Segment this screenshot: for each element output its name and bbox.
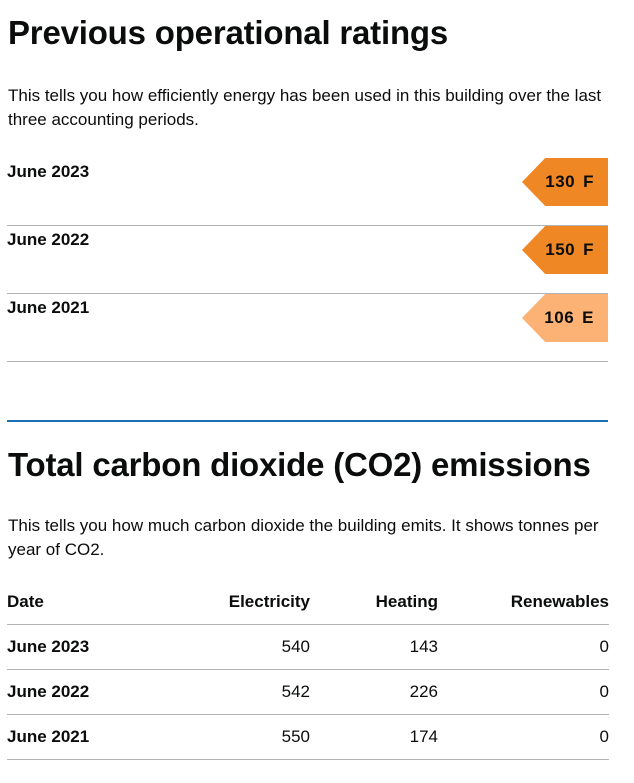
cell-heating: 226 bbox=[310, 669, 438, 715]
rating-row: June 2023 130 F bbox=[7, 158, 608, 226]
cell-renewables: 0 bbox=[438, 714, 609, 760]
rating-row: June 2021 106 E bbox=[7, 294, 608, 362]
cell-date: June 2021 bbox=[7, 714, 167, 760]
rating-row: June 2022 150 F bbox=[7, 226, 608, 294]
table-row: June 2023 540 143 0 bbox=[7, 624, 609, 670]
table-row: June 2021 550 174 0 bbox=[7, 714, 609, 760]
rating-band-letter: F bbox=[583, 240, 594, 259]
column-header-heating: Heating bbox=[310, 580, 438, 625]
rating-date: June 2021 bbox=[7, 298, 90, 317]
column-header-electricity: Electricity bbox=[167, 580, 310, 625]
cell-date: June 2023 bbox=[7, 624, 167, 670]
ratings-description: This tells you how efficiently energy ha… bbox=[8, 86, 602, 129]
rating-score: 106 bbox=[544, 308, 575, 327]
cell-renewables: 0 bbox=[438, 669, 609, 715]
rating-score: 130 bbox=[545, 172, 576, 191]
ratings-heading: Previous operational ratings bbox=[8, 14, 449, 51]
rating-date: June 2022 bbox=[7, 230, 90, 249]
table-header-row: Date Electricity Heating Renewables bbox=[7, 580, 609, 625]
table-row: June 2022 542 226 0 bbox=[7, 669, 609, 715]
cell-electricity: 542 bbox=[167, 669, 310, 715]
cell-heating: 143 bbox=[310, 624, 438, 670]
rating-band-arrow: 130 F bbox=[522, 158, 608, 206]
emissions-table: Date Electricity Heating Renewables June… bbox=[7, 580, 609, 760]
rating-band-letter: E bbox=[582, 308, 594, 327]
cell-electricity: 540 bbox=[167, 624, 310, 670]
cell-renewables: 0 bbox=[438, 624, 609, 670]
rating-band-arrow: 106 E bbox=[522, 294, 608, 342]
rating-date: June 2023 bbox=[7, 162, 90, 181]
cell-date: June 2022 bbox=[7, 669, 167, 715]
cell-heating: 174 bbox=[310, 714, 438, 760]
emissions-description: This tells you how much carbon dioxide t… bbox=[8, 516, 599, 559]
column-header-renewables: Renewables bbox=[438, 580, 609, 625]
rating-score: 150 bbox=[545, 240, 576, 259]
rating-band-arrow: 150 F bbox=[522, 226, 608, 274]
rating-band-letter: F bbox=[583, 172, 594, 191]
section-divider bbox=[7, 420, 608, 422]
cell-electricity: 550 bbox=[167, 714, 310, 760]
emissions-heading: Total carbon dioxide (CO2) emissions bbox=[8, 446, 591, 483]
column-header-date: Date bbox=[7, 580, 167, 625]
